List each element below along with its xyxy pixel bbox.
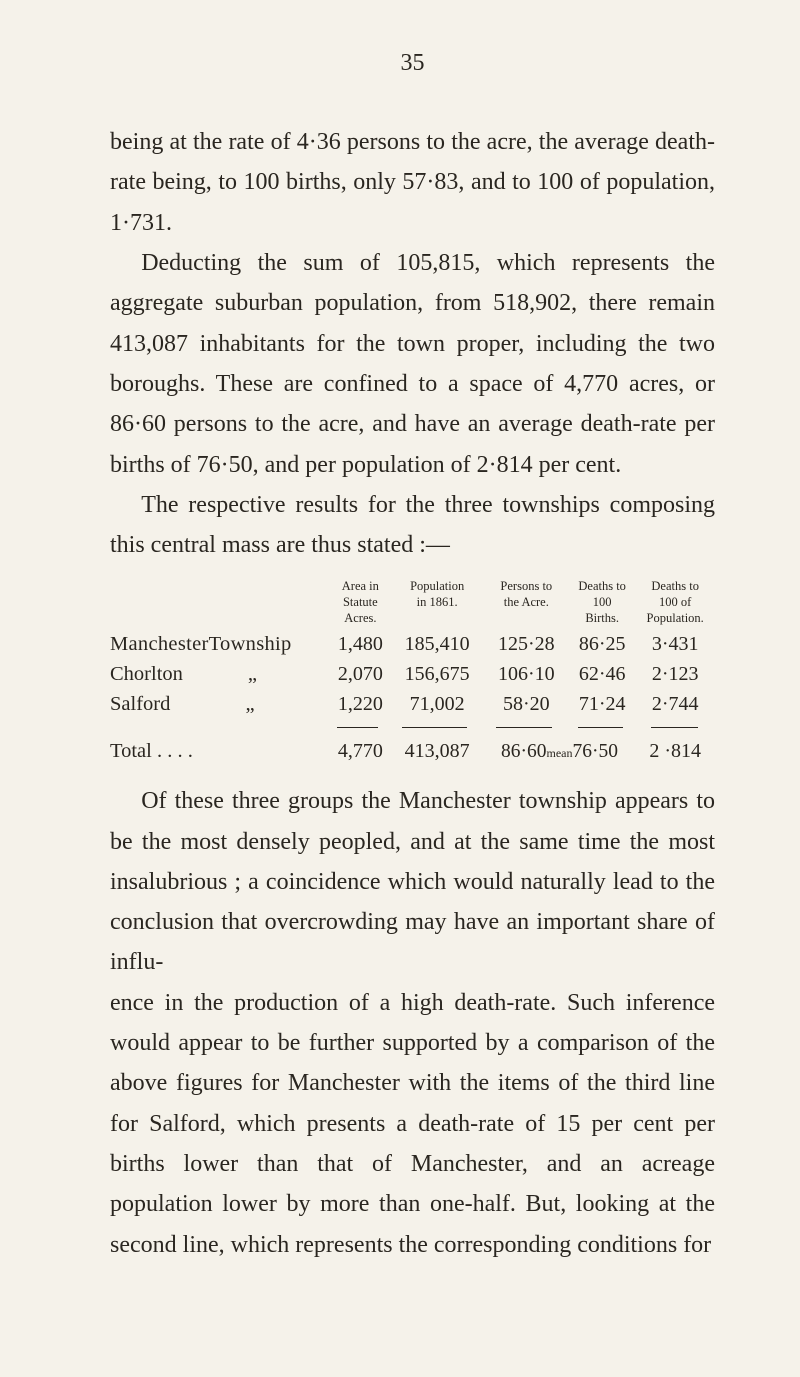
cell-pop: 185,410	[391, 630, 484, 659]
rule	[337, 727, 378, 729]
rule	[402, 727, 467, 729]
row-name: Chorlton	[110, 663, 183, 685]
total-mid: 86·60mean76·50	[484, 738, 636, 766]
body-text-2: Of these three groups the Manchester tow…	[110, 781, 715, 1265]
cell-d-pop: 3·431	[635, 630, 715, 659]
total-pop: 413,087	[391, 737, 484, 766]
paragraph-4a: Of these three groups the Manchester tow…	[110, 781, 715, 983]
header-persons-acre: Persons tothe Acre.	[484, 579, 569, 630]
header-empty	[110, 579, 330, 630]
cell-d-births: 86·25	[569, 630, 635, 659]
header-area: Area inStatuteAcres.	[330, 579, 391, 630]
table-row: Chorlton „ 2,070 156,675 106·10 62·46 2·…	[110, 660, 715, 690]
paragraph-4b: ence in the production of a high death-r…	[110, 983, 715, 1265]
page-number: 35	[110, 50, 715, 77]
header-population: Populationin 1861.	[391, 579, 484, 630]
row-name: Salford	[110, 693, 170, 715]
table-header-row: Area inStatuteAcres. Populationin 1861. …	[110, 579, 715, 630]
table-total-row: Total . . . . 4,770 413,087 86·60mean76·…	[110, 737, 715, 767]
page: 35 being at the rate of 4·36 persons to …	[0, 0, 800, 1377]
table-rules	[110, 727, 715, 729]
stats-table: Area inStatuteAcres. Populationin 1861. …	[110, 579, 715, 767]
cell-per-acre: 125·28	[484, 630, 569, 659]
cell-per-acre: 58·20	[484, 690, 569, 719]
total-d-pop: 2 ·814	[635, 737, 715, 766]
cell-acres: 1,220	[330, 690, 391, 719]
cell-pop: 71,002	[391, 690, 484, 719]
cell-d-pop: 2·123	[635, 660, 715, 689]
row-label: Salford „	[110, 690, 330, 720]
row-label: ManchesterTownship	[110, 630, 330, 660]
cell-acres: 2,070	[330, 660, 391, 689]
ditto-mark: „	[242, 690, 258, 720]
cell-acres: 1,480	[330, 630, 391, 659]
body-text: being at the rate of 4·36 persons to the…	[110, 122, 715, 565]
total-label: Total . . . .	[110, 737, 330, 767]
cell-d-births: 62·46	[569, 660, 635, 689]
cell-d-births: 71·24	[569, 690, 635, 719]
header-deaths-births: Deaths to100Births.	[569, 579, 635, 630]
rule	[578, 727, 623, 729]
header-deaths-pop: Deaths to100 ofPopulation.	[635, 579, 715, 630]
paragraph-2: Deducting the sum of 105,815, which repr…	[110, 243, 715, 485]
cell-pop: 156,675	[391, 660, 484, 689]
rule	[496, 727, 552, 729]
row-label: Chorlton „	[110, 660, 330, 690]
table-row: ManchesterTownship 1,480 185,410 125·28 …	[110, 630, 715, 660]
ditto-mark: „	[244, 660, 260, 690]
cell-d-pop: 2·744	[635, 690, 715, 719]
total-acres: 4,770	[330, 737, 391, 766]
paragraph-3: The respective results for the three tow…	[110, 485, 715, 566]
rule	[651, 727, 698, 729]
paragraph-1: being at the rate of 4·36 persons to the…	[110, 122, 715, 243]
cell-per-acre: 106·10	[484, 660, 569, 689]
table-row: Salford „ 1,220 71,002 58·20 71·24 2·744	[110, 690, 715, 720]
